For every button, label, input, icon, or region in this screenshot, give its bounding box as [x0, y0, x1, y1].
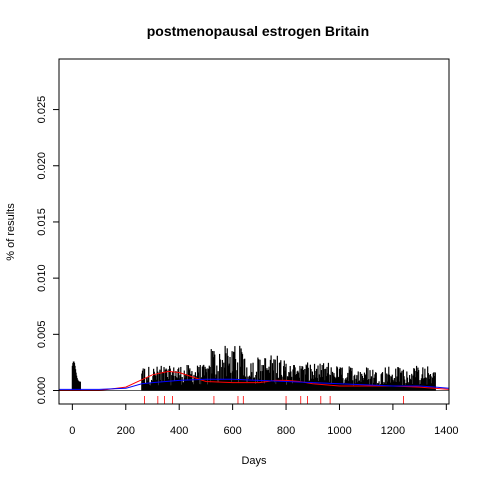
y-tick-label: 0.020 [36, 152, 48, 180]
y-axis-label: % of results [5, 203, 17, 261]
x-tick-label: 600 [223, 425, 241, 437]
series-line-1 [59, 370, 449, 391]
x-tick-label: 1400 [434, 425, 458, 437]
x-tick-label: 1200 [381, 425, 405, 437]
x-axis: 0 200 400 600 800 1000 1200 1400 [69, 404, 459, 437]
x-axis-label: Days [241, 455, 267, 467]
series-line-2 [59, 378, 449, 390]
x-tick-label: 400 [170, 425, 188, 437]
x-tick-label: 1000 [327, 425, 351, 437]
y-tick-label: 0.025 [36, 96, 48, 124]
x-tick-label: 800 [277, 425, 295, 437]
x-tick-label: 200 [117, 425, 135, 437]
y-axis: 0.000 0.005 0.010 0.015 0.020 0.025 [36, 96, 59, 404]
plot-frame [58, 58, 450, 405]
y-tick-label: 0.000 [36, 377, 48, 405]
rug-marks [144, 396, 404, 404]
y-tick-label: 0.005 [36, 321, 48, 349]
chart-title: postmenopausal estrogen Britain [147, 23, 369, 39]
plot-area [59, 345, 449, 404]
y-tick-label: 0.010 [36, 264, 48, 292]
x-tick-label: 0 [69, 425, 75, 437]
y-tick-label: 0.015 [36, 208, 48, 236]
plot-content [59, 345, 449, 404]
